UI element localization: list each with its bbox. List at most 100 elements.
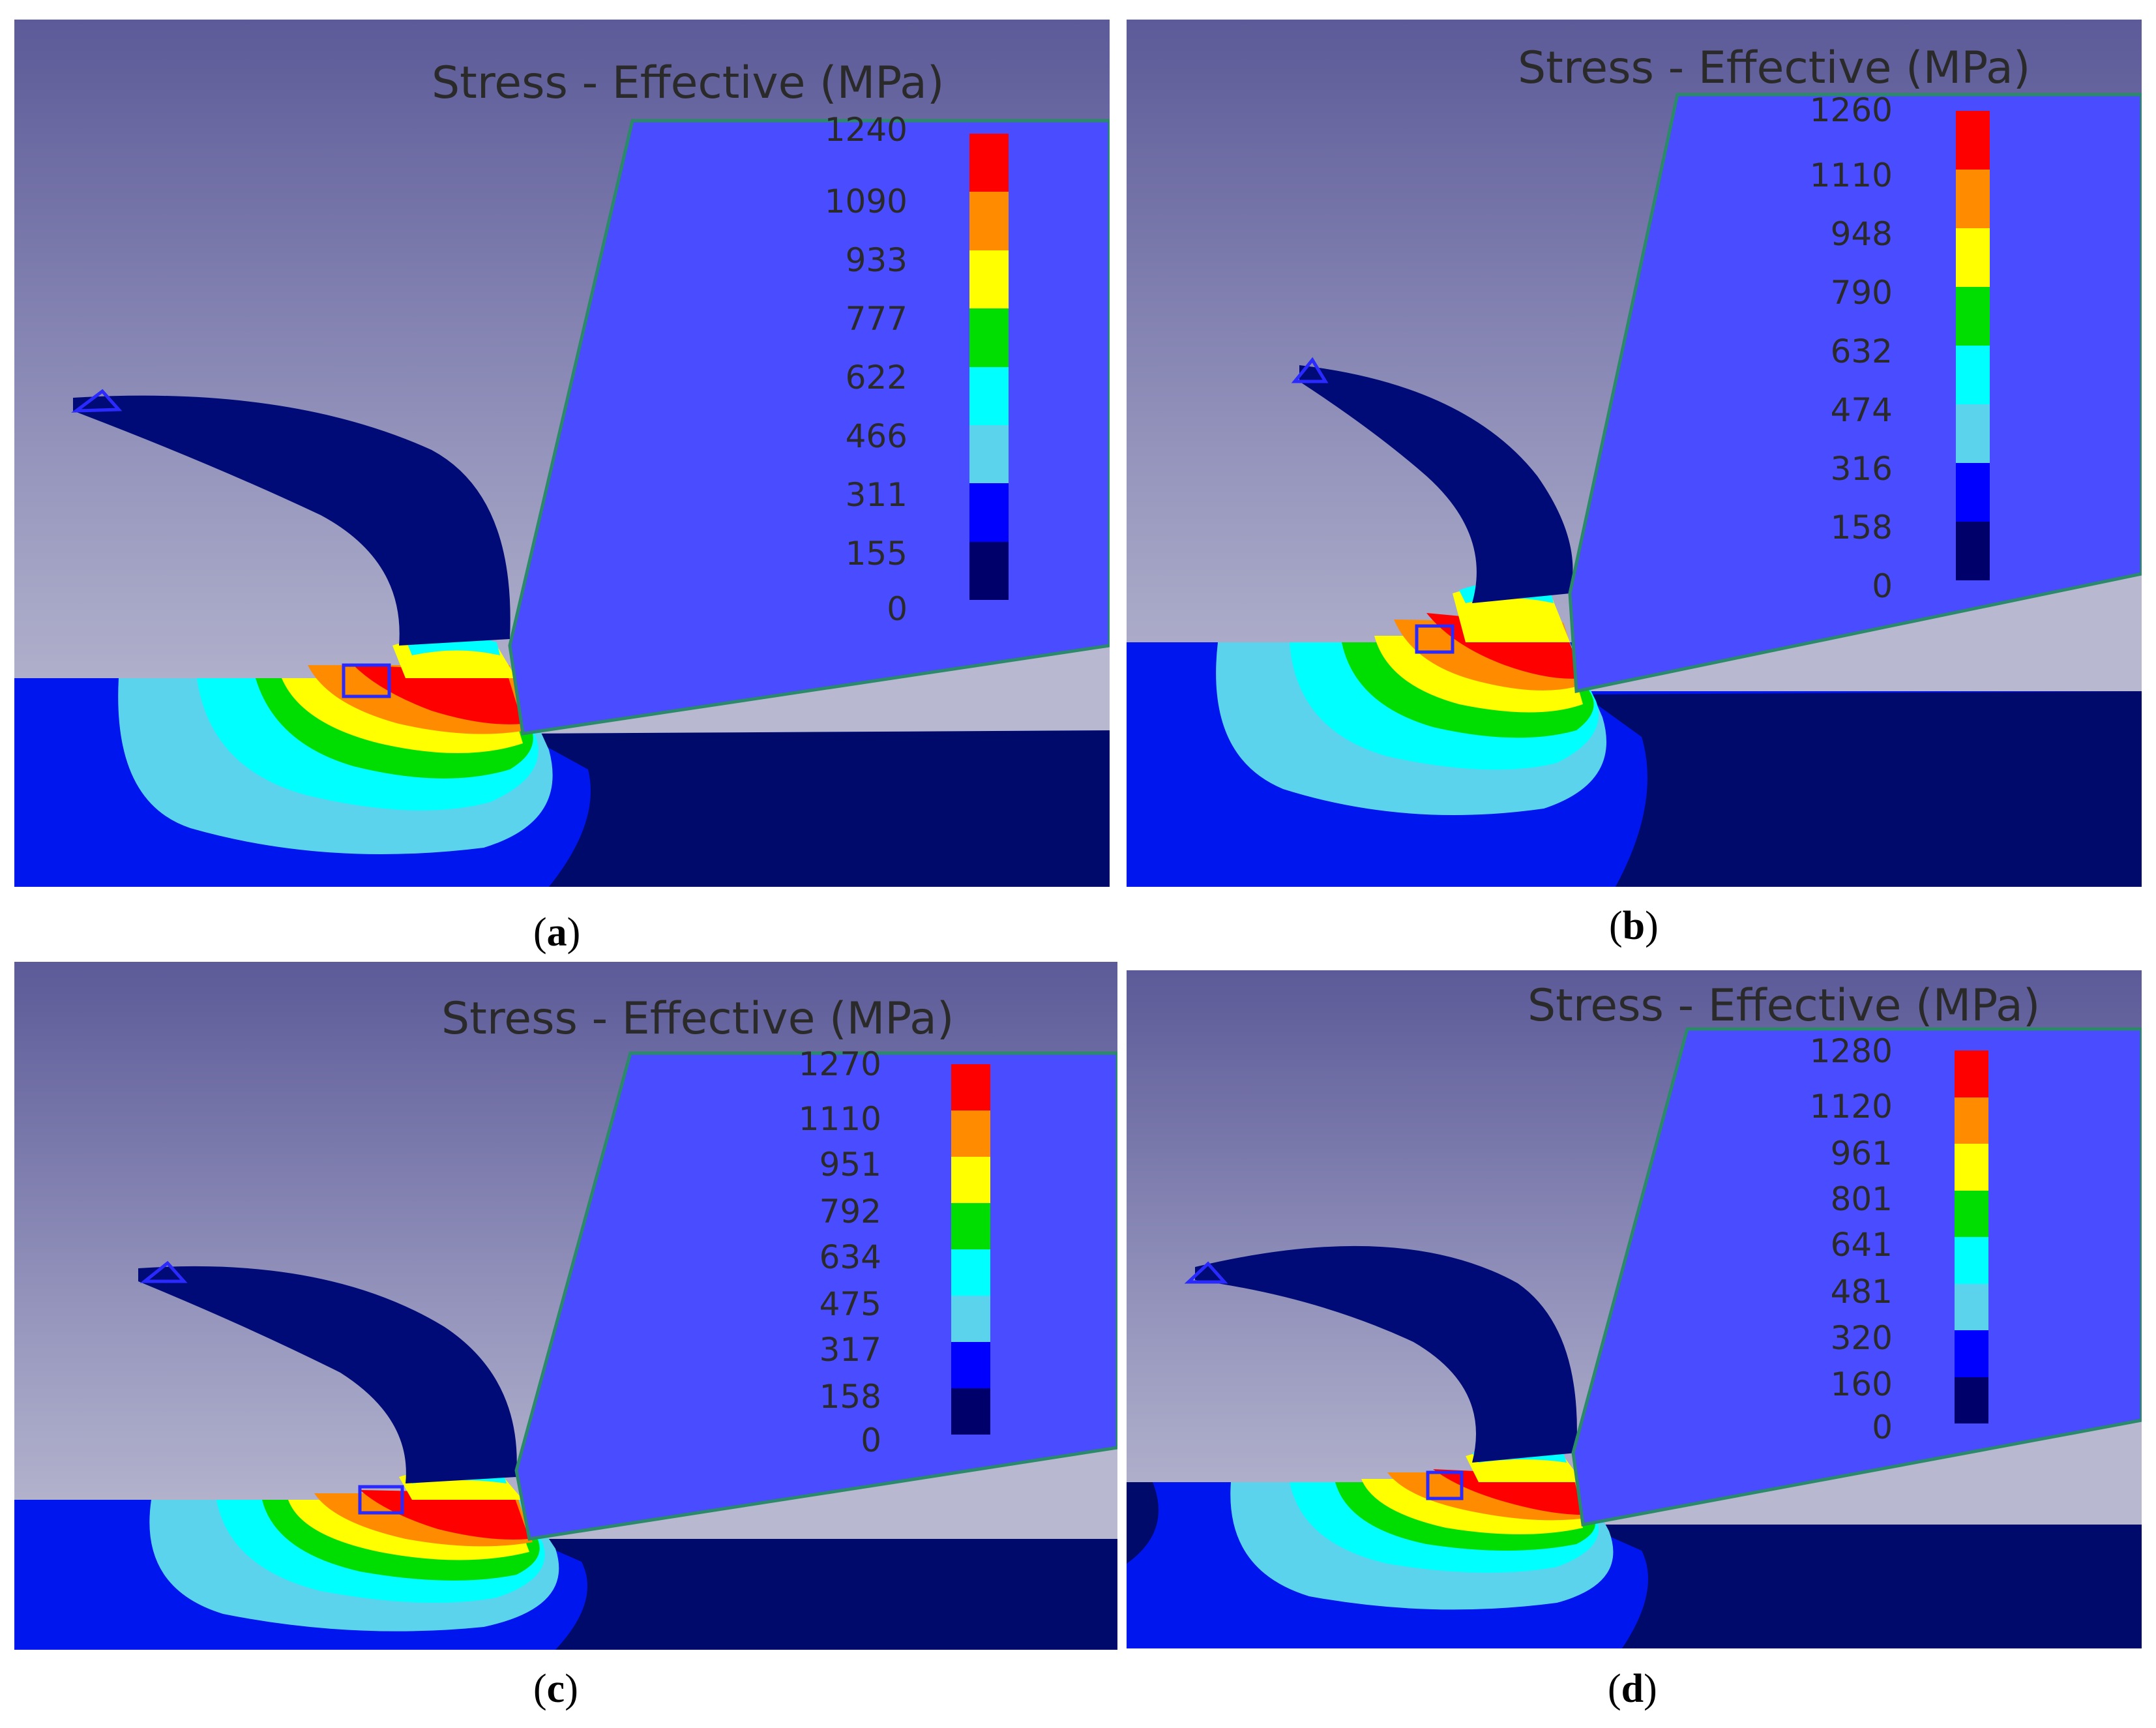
colorbar-segment bbox=[951, 1110, 990, 1157]
colorbar-tick: 1280 bbox=[1809, 1032, 1893, 1070]
colorbar-segment bbox=[1955, 1283, 1988, 1330]
colorbar-tick: 158 bbox=[819, 1378, 881, 1416]
workpiece-deep-region bbox=[1583, 1525, 2142, 1648]
caption-c: (c) bbox=[533, 1667, 578, 1711]
colorbar-tick: 1260 bbox=[1809, 91, 1893, 129]
colorbar-segment bbox=[1956, 228, 1990, 287]
colorbar-segment bbox=[951, 1342, 990, 1388]
colorbar-segment bbox=[951, 1388, 990, 1435]
chip-marker bbox=[71, 389, 123, 413]
workpiece-deep-region bbox=[523, 730, 1110, 887]
colorbar-segment bbox=[1955, 1144, 1988, 1191]
selection-box bbox=[1415, 624, 1455, 654]
colorbar-tick: 961 bbox=[1830, 1135, 1893, 1172]
colorbar-tick: 951 bbox=[819, 1146, 881, 1184]
colorbar-segment bbox=[969, 483, 1009, 542]
colorbar-tick: 320 bbox=[1830, 1319, 1893, 1357]
stress-contour-red bbox=[353, 665, 523, 724]
colorbar-segment bbox=[1956, 111, 1990, 170]
colorbar-tick: 466 bbox=[845, 417, 908, 455]
chip-marker bbox=[140, 1260, 188, 1283]
selection-box bbox=[358, 1485, 404, 1515]
colorbar-tick: 1270 bbox=[798, 1045, 881, 1083]
colorbar-tick: 1120 bbox=[1809, 1088, 1893, 1125]
colorbar-segment bbox=[969, 192, 1009, 250]
colorbar-tick: 474 bbox=[1830, 391, 1893, 429]
colorbar-tick: 1110 bbox=[798, 1100, 881, 1138]
cutting-tool bbox=[1571, 1027, 2142, 1527]
colorbar-tick: 475 bbox=[819, 1285, 881, 1323]
chip bbox=[73, 395, 510, 646]
colorbar-segment bbox=[969, 308, 1009, 367]
chip bbox=[138, 1266, 517, 1483]
colorbar-segment bbox=[969, 425, 1009, 484]
chip-marker bbox=[1184, 1261, 1228, 1284]
colorbar-segment bbox=[1955, 1050, 1988, 1097]
colorbar-segment bbox=[969, 134, 1009, 192]
selection-box bbox=[1426, 1470, 1464, 1500]
colorbar-tick: 632 bbox=[1830, 333, 1893, 370]
panel-c: Stress - Effective (MPa) 1270 1110 951 7… bbox=[14, 962, 1117, 1650]
caption-a: (a) bbox=[533, 910, 581, 955]
colorbar-tick: 777 bbox=[845, 300, 908, 338]
colorbar-segment bbox=[951, 1203, 990, 1249]
colorbar bbox=[951, 1064, 990, 1435]
colorbar-segment bbox=[1956, 346, 1990, 404]
colorbar-tick: 0 bbox=[1872, 1408, 1893, 1446]
colorbar-segment bbox=[969, 366, 1009, 425]
chip-marker bbox=[1291, 357, 1329, 383]
colorbar-segment bbox=[951, 1157, 990, 1203]
colorbar-segment bbox=[1956, 170, 1990, 228]
panel-b: Stress - Effective (MPa) 1260 1110 948 7… bbox=[1127, 20, 2142, 887]
legend-title: Stress - Effective (MPa) bbox=[441, 993, 954, 1045]
cutting-tool bbox=[508, 119, 1110, 736]
colorbar-tick: 792 bbox=[819, 1193, 881, 1230]
colorbar-segment bbox=[951, 1249, 990, 1296]
colorbar-tick: 933 bbox=[845, 241, 908, 279]
colorbar-segment bbox=[1956, 522, 1990, 580]
chip bbox=[1195, 1245, 1577, 1463]
colorbar-tick: 1110 bbox=[1809, 156, 1893, 194]
legend-title: Stress - Effective (MPa) bbox=[432, 57, 945, 109]
colorbar-tick: 160 bbox=[1830, 1365, 1893, 1403]
cutting-tool bbox=[1568, 93, 2142, 694]
colorbar bbox=[969, 134, 1009, 600]
simulation-view bbox=[1127, 970, 2142, 1648]
workpiece-deep-region bbox=[1583, 691, 2142, 887]
colorbar-tick: 0 bbox=[1872, 567, 1893, 605]
caption-b: (b) bbox=[1609, 904, 1659, 948]
colorbar-tick: 790 bbox=[1830, 274, 1893, 312]
colorbar-segment bbox=[969, 250, 1009, 309]
colorbar-tick: 622 bbox=[845, 359, 908, 396]
legend-title: Stress - Effective (MPa) bbox=[1518, 42, 2031, 94]
colorbar-tick: 155 bbox=[845, 535, 908, 573]
legend-title: Stress - Effective (MPa) bbox=[1528, 980, 2041, 1032]
chip bbox=[1299, 365, 1573, 603]
colorbar bbox=[1956, 111, 1990, 580]
caption-d: (d) bbox=[1608, 1667, 1657, 1711]
colorbar-tick: 1240 bbox=[824, 111, 908, 149]
colorbar-segment bbox=[1956, 404, 1990, 463]
colorbar bbox=[1955, 1050, 1988, 1423]
colorbar-segment bbox=[951, 1064, 990, 1110]
colorbar-tick: 948 bbox=[1830, 215, 1893, 253]
colorbar-tick: 158 bbox=[1830, 509, 1893, 546]
colorbar-tick: 0 bbox=[887, 590, 908, 628]
panel-d: Stress - Effective (MPa) 1280 1120 961 8… bbox=[1127, 970, 2142, 1648]
colorbar-tick: 311 bbox=[845, 476, 908, 514]
colorbar-segment bbox=[1956, 463, 1990, 522]
colorbar-tick: 481 bbox=[1830, 1273, 1893, 1311]
colorbar-segment bbox=[1956, 287, 1990, 346]
colorbar-segment bbox=[1955, 1097, 1988, 1144]
workpiece-deep-region bbox=[529, 1539, 1117, 1650]
colorbar-tick: 801 bbox=[1830, 1180, 1893, 1218]
colorbar-segment bbox=[951, 1296, 990, 1342]
colorbar-tick: 634 bbox=[819, 1238, 881, 1276]
colorbar-tick: 1090 bbox=[824, 183, 908, 220]
selection-box bbox=[342, 663, 391, 698]
colorbar-segment bbox=[1955, 1237, 1988, 1284]
simulation-view bbox=[14, 20, 1110, 887]
colorbar-segment bbox=[1955, 1190, 1988, 1237]
panel-a: Stress - Effective (MPa) 1240 1090 933 7… bbox=[14, 20, 1110, 887]
colorbar-tick: 641 bbox=[1830, 1226, 1893, 1264]
